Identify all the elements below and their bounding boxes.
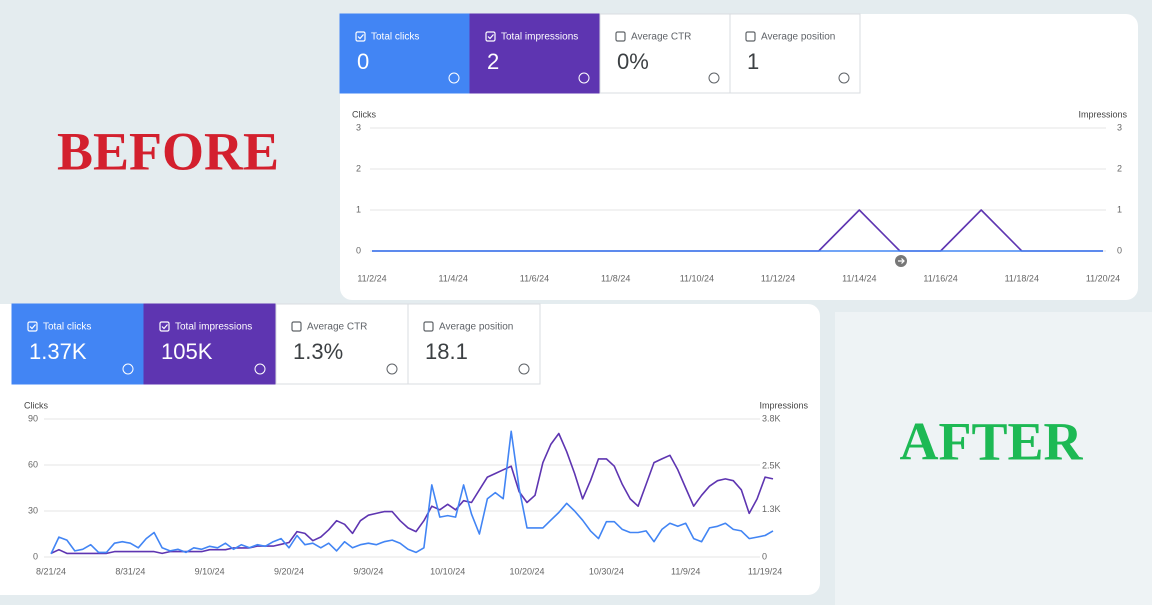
check-mark — [161, 324, 168, 330]
help-icon — [122, 363, 134, 375]
y2-axis-title: Impressions — [1078, 109, 1127, 119]
help-icon — [386, 363, 398, 375]
checkbox — [159, 321, 170, 332]
checkbox — [27, 321, 38, 332]
x-tick-label: 11/4/24 — [439, 273, 468, 283]
x-tick-label: 11/14/24 — [842, 273, 876, 283]
metric-card[interactable] — [339, 13, 471, 94]
checkbox — [745, 31, 756, 42]
checkbox — [423, 321, 434, 332]
y2-tick-label: 3 — [1117, 122, 1122, 132]
x-tick-label: 11/2/24 — [357, 273, 386, 283]
metric-value: 2 — [487, 49, 499, 74]
series-line — [50, 430, 774, 555]
metric-label: Total impressions — [501, 32, 578, 43]
x-tick-label: 11/16/24 — [923, 273, 957, 283]
y-tick-label: 0 — [356, 245, 361, 255]
y2-tick-label: 2 — [1117, 163, 1122, 173]
x-tick-label: 11/19/24 — [748, 566, 782, 576]
series-line — [50, 432, 774, 555]
x-tick-label: 11/20/24 — [1086, 273, 1120, 283]
arrow-icon — [898, 258, 905, 264]
metric-value: 0% — [617, 49, 649, 74]
y-axis-title: Clicks — [24, 400, 48, 410]
metric-value: 18.1 — [425, 339, 468, 364]
metric-card[interactable] — [729, 13, 861, 94]
metric-card[interactable] — [11, 303, 145, 385]
y-axis-title: Clicks — [352, 109, 376, 119]
y-tick-label: 90 — [28, 413, 38, 423]
x-tick-label: 9/20/24 — [274, 566, 304, 576]
checkbox — [291, 321, 302, 332]
check-mark — [357, 34, 364, 40]
x-tick-label: 9/30/24 — [353, 566, 383, 576]
metric-value: 1 — [747, 49, 759, 74]
y2-tick-label: 1 — [1117, 204, 1122, 214]
x-tick-label: 11/9/24 — [671, 566, 700, 576]
metric-label: Average CTR — [307, 322, 367, 333]
after-label: AFTER — [899, 411, 1083, 471]
metric-value: 1.3% — [293, 339, 343, 364]
x-tick-label: 10/10/24 — [430, 566, 465, 576]
check-mark — [487, 34, 494, 40]
x-tick-label: 10/20/24 — [510, 566, 545, 576]
help-icon — [838, 72, 850, 84]
x-tick-label: 11/6/24 — [520, 273, 549, 283]
help-icon — [448, 72, 460, 84]
x-tick-label: 8/21/24 — [36, 566, 66, 576]
metric-label: Average position — [439, 322, 513, 333]
metric-value: 0 — [357, 49, 369, 74]
metric-label: Average position — [761, 32, 835, 43]
metric-value: 1.37K — [29, 339, 87, 364]
y-tick-label: 60 — [28, 459, 38, 469]
y-tick-label: 30 — [28, 505, 38, 515]
x-tick-label: 11/18/24 — [1005, 273, 1039, 283]
x-tick-label: 8/31/24 — [115, 566, 145, 576]
before-label: BEFORE — [57, 121, 279, 181]
help-icon — [578, 72, 590, 84]
y-tick-label: 1 — [356, 204, 361, 214]
y2-tick-label: 0 — [1117, 245, 1122, 255]
checkbox — [355, 31, 366, 42]
metric-label: Total impressions — [175, 322, 252, 333]
metric-value: 105K — [161, 339, 213, 364]
metric-card[interactable] — [407, 303, 541, 385]
help-icon — [518, 363, 530, 375]
x-tick-label: 9/10/24 — [195, 566, 225, 576]
x-tick-label: 11/8/24 — [601, 273, 630, 283]
y2-tick-label: 3.8K — [762, 413, 781, 423]
background-block — [835, 312, 1152, 605]
y-tick-label: 2 — [356, 163, 361, 173]
help-icon — [708, 72, 720, 84]
metric-label: Average CTR — [631, 32, 691, 43]
metric-label: Total clicks — [371, 32, 419, 43]
checkbox — [615, 31, 626, 42]
y-tick-label: 0 — [33, 551, 38, 561]
x-tick-label: 10/30/24 — [589, 566, 624, 576]
y2-tick-label: 0 — [762, 551, 767, 561]
x-tick-label: 11/12/24 — [761, 273, 795, 283]
y2-tick-label: 2.5K — [762, 461, 781, 471]
check-mark — [29, 324, 36, 330]
help-icon — [254, 363, 266, 375]
metric-label: Total clicks — [43, 322, 91, 333]
x-tick-label: 11/10/24 — [680, 273, 714, 283]
y2-tick-label: 1.3K — [762, 504, 781, 514]
metric-card[interactable] — [275, 303, 409, 385]
checkbox — [485, 31, 496, 42]
metric-card[interactable] — [143, 303, 277, 385]
metric-card[interactable] — [469, 13, 601, 94]
y2-axis-title: Impressions — [759, 400, 808, 410]
y-tick-label: 3 — [356, 122, 361, 132]
